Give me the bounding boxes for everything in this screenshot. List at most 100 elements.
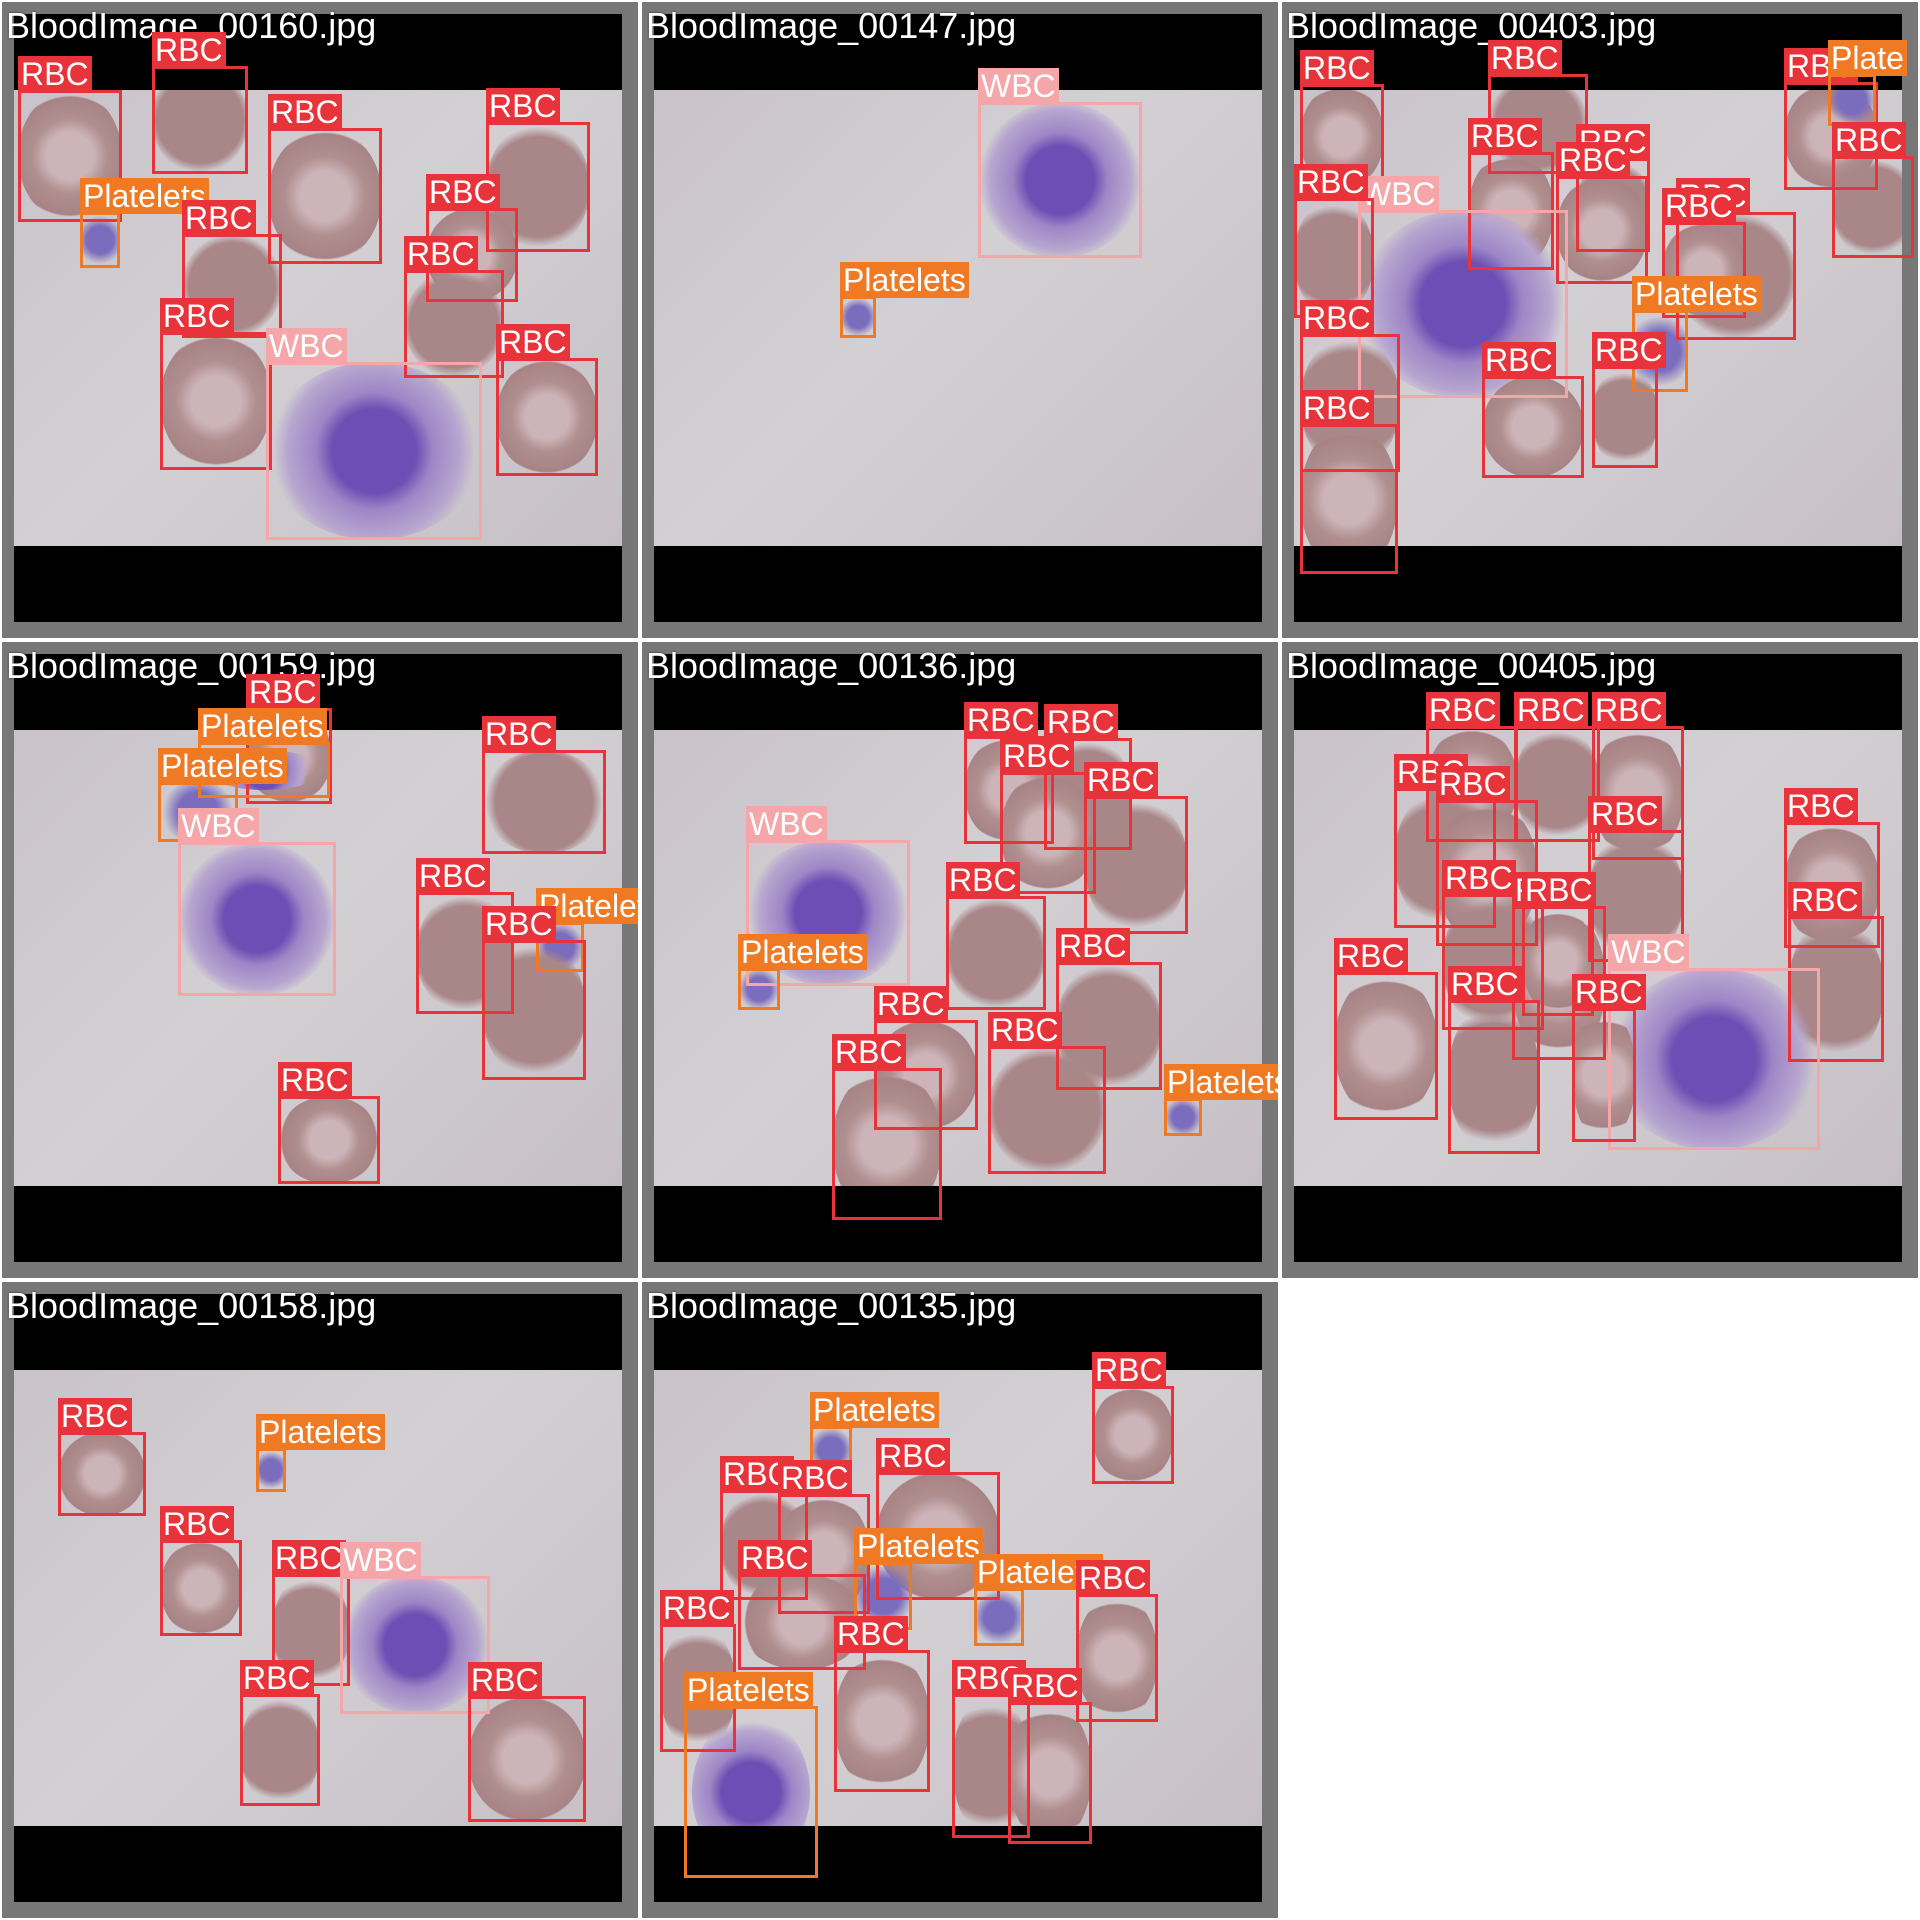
rbc-bounding-box: [1592, 366, 1658, 468]
platelets-bounding-box: [256, 1448, 286, 1492]
platelets-bounding-box: [684, 1706, 818, 1878]
image-filename: BloodImage_00403.jpg: [1286, 5, 1657, 46]
rbc-label: RBC: [964, 702, 1038, 738]
rbc-label: RBC: [1556, 142, 1630, 178]
image-filename: BloodImage_00158.jpg: [6, 1285, 377, 1326]
wbc-label: WBC: [178, 808, 259, 844]
rbc-cell-shape: [1300, 424, 1398, 546]
wbc-cell-shape: [266, 362, 482, 540]
platelets-bounding-box: [80, 212, 120, 268]
platelets-label: Platelets: [256, 1414, 385, 1450]
image-tile: BloodImage_00403.jpg RBC RBC RBC Plate RBC RBC…: [1280, 0, 1920, 640]
rbc-label: RBC: [1092, 1352, 1166, 1388]
rbc-cell-shape: [834, 1650, 930, 1792]
rbc-bounding-box: [946, 896, 1046, 1010]
rbc-bounding-box: [1334, 972, 1438, 1120]
rbc-cell-shape: [268, 128, 382, 264]
platelets-bounding-box: [1164, 1098, 1202, 1136]
rbc-label: RBC: [278, 1062, 352, 1098]
rbc-label: RBC: [834, 1616, 908, 1652]
rbc-bounding-box: [482, 940, 586, 1080]
rbc-label: RBC: [160, 1506, 234, 1542]
wbc-bounding-box: [746, 840, 910, 986]
rbc-cell-shape: [58, 1432, 146, 1516]
rbc-label: RBC: [18, 56, 92, 92]
rbc-bounding-box: [1448, 1000, 1540, 1154]
platelet-shape: [256, 1448, 286, 1492]
rbc-label: RBC: [1076, 1560, 1150, 1596]
image-tile: BloodImage_00136.jpg RBC RBC RBC RBC WBC RBC Pl…: [640, 640, 1280, 1280]
rbc-label: RBC: [1522, 872, 1596, 908]
platelet-shape: [738, 968, 780, 1010]
rbc-label: RBC: [1448, 966, 1522, 1002]
rbc-label: RBC: [496, 324, 570, 360]
rbc-cell-shape: [1092, 1386, 1174, 1484]
rbc-bounding-box: [1572, 1008, 1636, 1142]
rbc-label: RBC: [988, 1012, 1062, 1048]
rbc-label: RBC: [1488, 40, 1562, 76]
rbc-bounding-box: [152, 66, 248, 174]
platelet-shape: [1164, 1098, 1202, 1136]
rbc-label: RBC: [738, 1540, 812, 1576]
rbc-bounding-box: [160, 1540, 242, 1636]
rbc-label: RBC: [1662, 188, 1736, 224]
rbc-cell-shape: [496, 358, 598, 476]
rbc-label: RBC: [1784, 788, 1858, 824]
rbc-label: RBC: [482, 716, 556, 752]
image-filename: BloodImage_00147.jpg: [646, 5, 1017, 46]
rbc-label: RBC: [1300, 300, 1374, 336]
wbc-bounding-box: [978, 102, 1142, 258]
rbc-label: RBC: [486, 88, 560, 124]
rbc-cell-shape: [988, 1046, 1106, 1174]
wbc-cell-shape: [340, 1576, 490, 1714]
rbc-cell-shape: [1592, 366, 1658, 468]
platelets-bounding-box: [840, 296, 876, 338]
rbc-bounding-box: [468, 1696, 586, 1822]
rbc-label: RBC: [874, 986, 948, 1022]
rbc-cell-shape: [1832, 156, 1902, 258]
rbc-cell-shape: [152, 90, 248, 174]
rbc-label: RBC: [1056, 928, 1130, 964]
microscope-image: [14, 730, 622, 1186]
rbc-bounding-box: [1482, 376, 1584, 478]
rbc-bounding-box: [58, 1432, 146, 1516]
rbc-bounding-box: [988, 1046, 1106, 1174]
rbc-label: RBC: [182, 200, 256, 236]
rbc-label: RBC: [1588, 796, 1662, 832]
image-filename: BloodImage_00405.jpg: [1286, 645, 1657, 686]
platelet-shape: [840, 296, 876, 338]
rbc-cell-shape: [946, 896, 1046, 1010]
rbc-label: RBC: [1426, 692, 1500, 728]
platelets-bounding-box: [1828, 74, 1876, 126]
rbc-label: RBC: [946, 862, 1020, 898]
rbc-bounding-box: [1300, 424, 1398, 574]
platelets-label: Platelets: [1164, 1064, 1278, 1100]
rbc-cell-shape: [1448, 1000, 1540, 1154]
rbc-label: RBC: [1334, 938, 1408, 974]
rbc-cell-shape: [160, 1540, 242, 1636]
rbc-label: RBC: [876, 1438, 950, 1474]
image-filename: BloodImage_00159.jpg: [6, 645, 377, 686]
rbc-cell-shape: [404, 270, 504, 378]
platelets-label: Plate: [1828, 40, 1907, 76]
rbc-bounding-box: [1832, 156, 1914, 258]
rbc-label: RBC: [1468, 118, 1542, 154]
rbc-label: RBC: [468, 1662, 542, 1698]
rbc-bounding-box: [278, 1096, 380, 1184]
rbc-label: RBC: [660, 1590, 734, 1626]
rbc-cell-shape: [1084, 796, 1188, 934]
rbc-label: RBC: [152, 32, 226, 68]
rbc-label: RBC: [1482, 342, 1556, 378]
wbc-label: WBC: [1358, 176, 1439, 212]
rbc-label: RBC: [246, 674, 320, 710]
image-tile: BloodImage_00159.jpg RBC Platelets Platelet…: [0, 640, 640, 1280]
wbc-label: WBC: [340, 1542, 421, 1578]
rbc-label: RBC: [1044, 704, 1118, 740]
rbc-label: RBC: [268, 94, 342, 130]
platelets-bounding-box: [738, 968, 780, 1010]
rbc-label: RBC: [778, 1460, 852, 1496]
rbc-label: RBC: [1442, 860, 1516, 896]
rbc-bounding-box: [1008, 1702, 1092, 1844]
rbc-label: RBC: [416, 858, 490, 894]
rbc-label: RBC: [1294, 164, 1368, 200]
